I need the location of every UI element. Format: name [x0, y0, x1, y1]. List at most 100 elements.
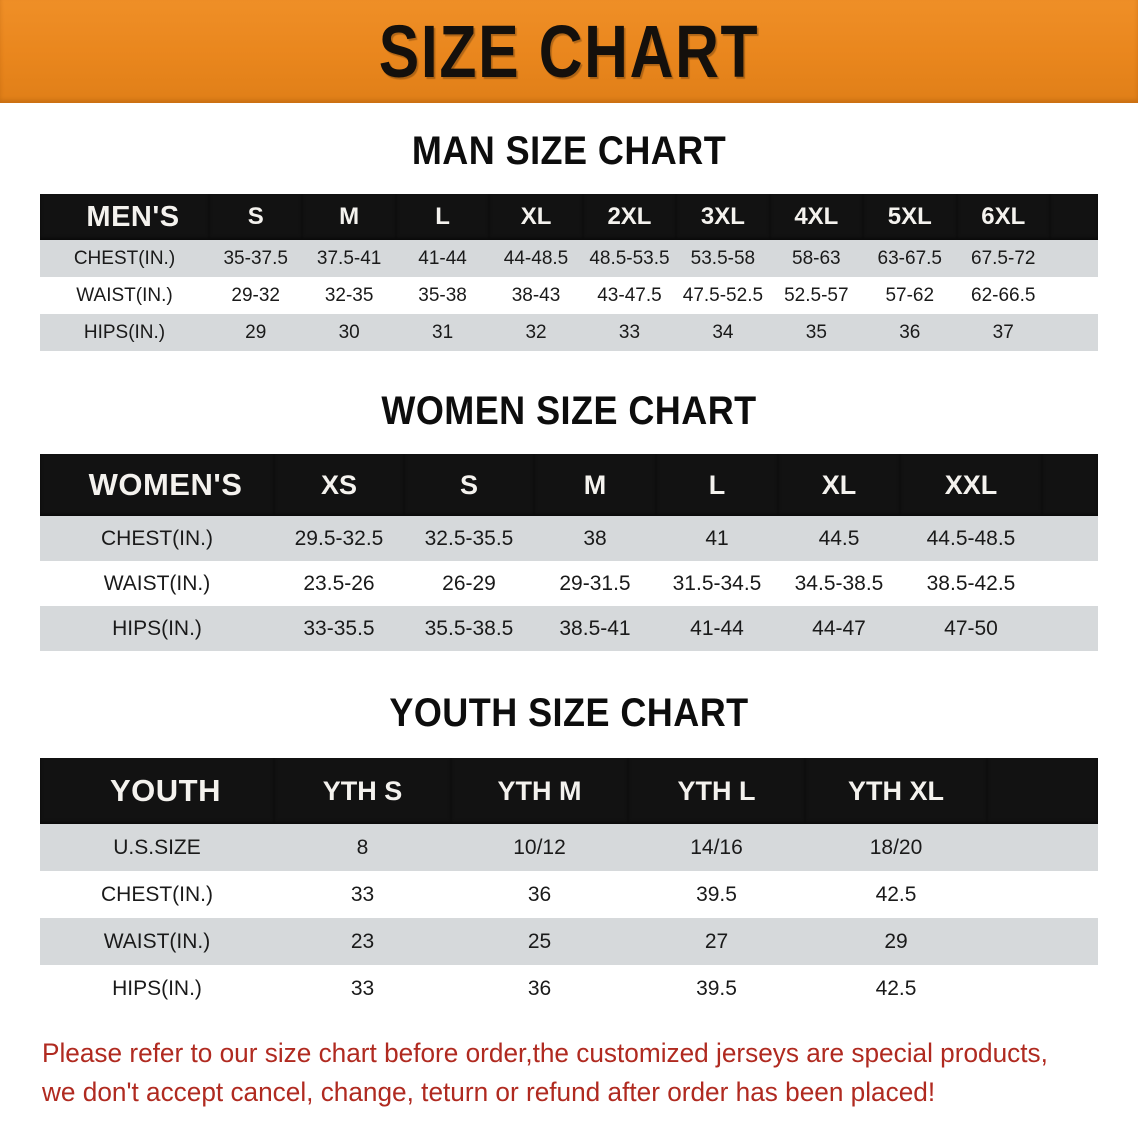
- men-waist-3xl: 47.5-52.5: [676, 277, 770, 314]
- men-hips-spacer: [1050, 314, 1098, 351]
- youth-waist-l: 27: [628, 918, 805, 965]
- youth-us-size-l: 14/16: [628, 824, 805, 871]
- women-waist-xs: 23.5-26: [274, 561, 404, 606]
- youth-chest-spacer: [987, 871, 1098, 918]
- youth-header-spacer: [987, 758, 1098, 824]
- men-waist-m: 32-35: [302, 277, 396, 314]
- men-chest-6xl: 67.5-72: [956, 240, 1050, 277]
- youth-section-title: YOUTH SIZE CHART: [389, 691, 749, 735]
- youth-us-size-xl: 18/20: [805, 824, 987, 871]
- women-size-header-l: L: [656, 454, 778, 516]
- men-chest-4xl: 58-63: [769, 240, 864, 277]
- men-waist-spacer: [1050, 277, 1098, 314]
- women-waist-xl: 34.5-38.5: [778, 561, 900, 606]
- men-hips-5xl: 36: [863, 314, 957, 351]
- youth-hips-s: 33: [274, 965, 451, 1012]
- men-corner-label: MEN'S: [40, 194, 209, 240]
- table-row: CHEST(IN.) 35-37.5 37.5-41 41-44 44-48.5…: [40, 240, 1098, 277]
- men-size-header-m: M: [302, 194, 396, 240]
- men-header-row: MEN'S S M L XL 2XL 3XL 4XL 5XL 6XL: [40, 194, 1098, 240]
- women-waist-s: 26-29: [404, 561, 534, 606]
- men-chest-spacer: [1050, 240, 1098, 277]
- men-hips-6xl: 37: [956, 314, 1050, 351]
- women-waist-xxl: 38.5-42.5: [900, 561, 1042, 606]
- table-row: HIPS(IN.) 29 30 31 32 33 34 35 36 37: [40, 314, 1098, 351]
- men-size-header-6xl: 6XL: [956, 194, 1050, 240]
- men-size-header-s: S: [209, 194, 303, 240]
- youth-row-label-chest: CHEST(IN.): [40, 871, 274, 918]
- men-hips-2xl: 33: [582, 314, 677, 351]
- men-hips-3xl: 34: [676, 314, 770, 351]
- men-chest-s: 35-37.5: [209, 240, 303, 277]
- women-header-row: WOMEN'S XS S M L XL XXL: [40, 454, 1098, 516]
- men-chest-xl: 44-48.5: [489, 240, 583, 277]
- men-hips-4xl: 35: [769, 314, 864, 351]
- men-size-header-l: L: [395, 194, 490, 240]
- disclaimer-line-2: we don't accept cancel, change, teturn o…: [42, 1077, 936, 1108]
- men-hips-m: 30: [302, 314, 396, 351]
- youth-corner-label: YOUTH: [40, 758, 274, 824]
- men-size-header-2xl: 2XL: [582, 194, 677, 240]
- youth-size-table: YOUTH YTH S YTH M YTH L YTH XL U.S.SIZE …: [40, 758, 1098, 1012]
- page-banner: SIZE CHART: [0, 0, 1138, 103]
- men-waist-s: 29-32: [209, 277, 303, 314]
- youth-chest-s: 33: [274, 871, 451, 918]
- men-hips-xl: 32: [489, 314, 583, 351]
- page-title: SIZE CHART: [378, 9, 760, 93]
- women-waist-m: 29-31.5: [534, 561, 656, 606]
- women-row-label-chest: CHEST(IN.): [40, 516, 274, 561]
- youth-chest-l: 39.5: [628, 871, 805, 918]
- women-chest-xxl: 44.5-48.5: [900, 516, 1042, 561]
- table-row: CHEST(IN.) 33 36 39.5 42.5: [40, 871, 1098, 918]
- youth-hips-spacer: [987, 965, 1098, 1012]
- table-row: CHEST(IN.) 29.5-32.5 32.5-35.5 38 41 44.…: [40, 516, 1098, 561]
- women-chest-xl: 44.5: [778, 516, 900, 561]
- women-chest-xs: 29.5-32.5: [274, 516, 404, 561]
- youth-chest-m: 36: [451, 871, 628, 918]
- women-corner-label: WOMEN'S: [40, 454, 274, 516]
- women-chest-l: 41: [656, 516, 778, 561]
- women-size-table: WOMEN'S XS S M L XL XXL CHEST(IN.) 29.5-…: [40, 454, 1098, 651]
- women-row-label-hips: HIPS(IN.): [40, 606, 274, 651]
- youth-hips-l: 39.5: [628, 965, 805, 1012]
- men-size-table: MEN'S S M L XL 2XL 3XL 4XL 5XL 6XL CHEST…: [40, 194, 1098, 351]
- women-hips-m: 38.5-41: [534, 606, 656, 651]
- women-size-header-xl: XL: [778, 454, 900, 516]
- women-header-spacer: [1042, 454, 1098, 516]
- men-size-header-xl: XL: [489, 194, 583, 240]
- women-hips-l: 41-44: [656, 606, 778, 651]
- women-size-header-xs: XS: [274, 454, 404, 516]
- women-chest-s: 32.5-35.5: [404, 516, 534, 561]
- women-chest-spacer: [1042, 516, 1098, 561]
- women-waist-spacer: [1042, 561, 1098, 606]
- disclaimer-line-1: Please refer to our size chart before or…: [42, 1038, 1048, 1068]
- women-size-header-s: S: [404, 454, 534, 516]
- table-row: HIPS(IN.) 33-35.5 35.5-38.5 38.5-41 41-4…: [40, 606, 1098, 651]
- youth-waist-xl: 29: [805, 918, 987, 965]
- men-size-header-5xl: 5XL: [863, 194, 957, 240]
- table-row: WAIST(IN.) 23.5-26 26-29 29-31.5 31.5-34…: [40, 561, 1098, 606]
- youth-us-size-s: 8: [274, 824, 451, 871]
- women-hips-xl: 44-47: [778, 606, 900, 651]
- men-waist-6xl: 62-66.5: [956, 277, 1050, 314]
- men-row-label-hips: HIPS(IN.): [40, 314, 209, 351]
- man-section-title: MAN SIZE CHART: [411, 129, 727, 173]
- women-section-title: WOMEN SIZE CHART: [381, 389, 757, 433]
- women-size-table-wrapper: WOMEN'S XS S M L XL XXL CHEST(IN.) 29.5-…: [40, 454, 1098, 651]
- youth-size-header-xl: YTH XL: [805, 758, 987, 824]
- men-chest-5xl: 63-67.5: [863, 240, 957, 277]
- men-size-header-3xl: 3XL: [676, 194, 770, 240]
- men-chest-2xl: 48.5-53.5: [582, 240, 677, 277]
- youth-row-label-hips: HIPS(IN.): [40, 965, 274, 1012]
- women-waist-l: 31.5-34.5: [656, 561, 778, 606]
- men-hips-s: 29: [209, 314, 303, 351]
- women-row-label-waist: WAIST(IN.): [40, 561, 274, 606]
- men-chest-m: 37.5-41: [302, 240, 396, 277]
- men-waist-xl: 38-43: [489, 277, 583, 314]
- youth-hips-xl: 42.5: [805, 965, 987, 1012]
- women-hips-xs: 33-35.5: [274, 606, 404, 651]
- men-waist-5xl: 57-62: [863, 277, 957, 314]
- table-row: HIPS(IN.) 33 36 39.5 42.5: [40, 965, 1098, 1012]
- men-row-label-chest: CHEST(IN.): [40, 240, 209, 277]
- youth-size-header-m: YTH M: [451, 758, 628, 824]
